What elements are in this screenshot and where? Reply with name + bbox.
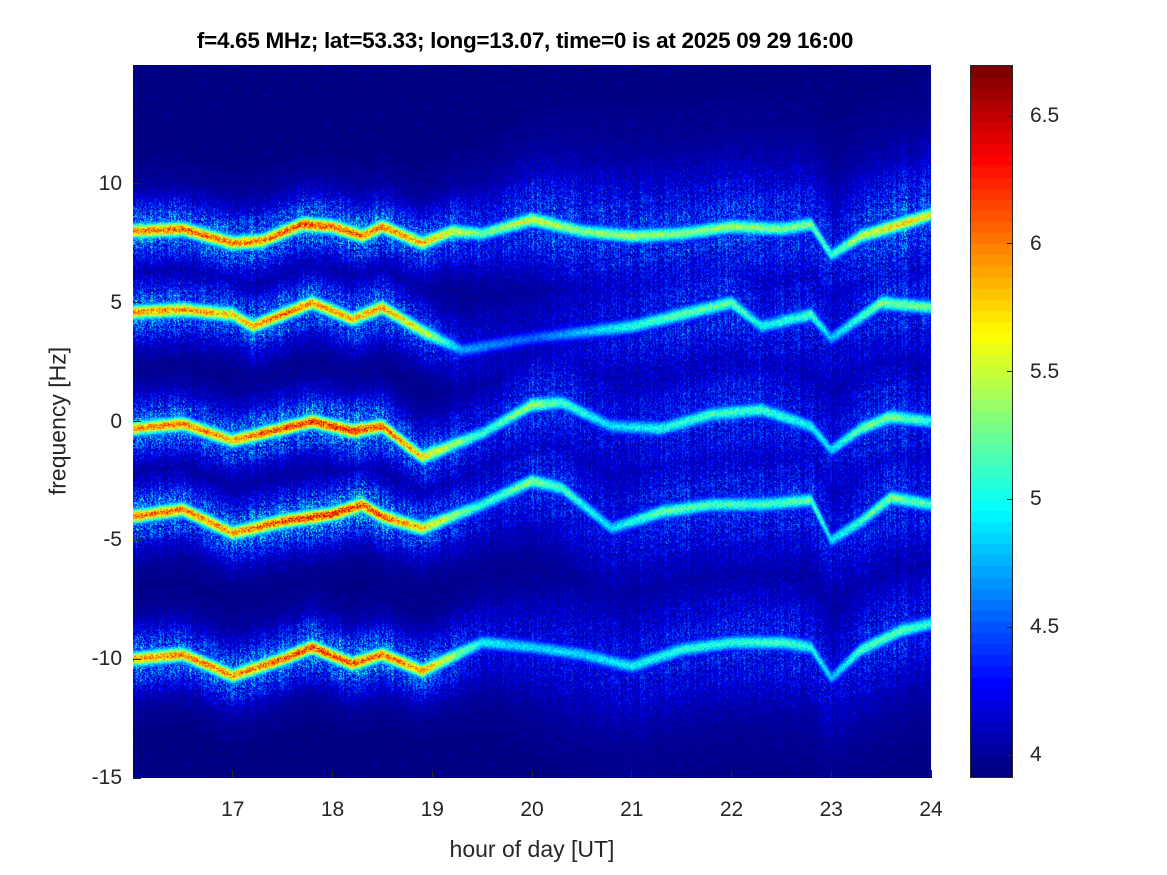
colorbar-tick-label: 4 <box>1030 743 1042 766</box>
y-tick-mark <box>133 777 141 779</box>
colorbar-tick-label: 5.5 <box>1030 359 1060 383</box>
y-tick-mark <box>133 658 141 660</box>
colorbar-tick-mark <box>1007 498 1013 500</box>
colorbar-gradient <box>971 66 1012 777</box>
chart-title: f=4.65 MHz; lat=53.33; long=13.07, time=… <box>196 28 854 53</box>
y-tick-label: 10 <box>98 171 122 195</box>
x-tick-label: 17 <box>221 798 245 821</box>
x-tick-mark <box>332 770 333 778</box>
colorbar-tick-mark <box>1007 371 1013 373</box>
x-tick-label: 20 <box>520 798 544 821</box>
x-tick-mark <box>431 770 433 778</box>
x-tick-label: 23 <box>819 798 843 821</box>
x-tick-mark <box>531 770 533 778</box>
colorbar-tick-mark <box>1007 754 1013 756</box>
y-tick-label: -15 <box>91 766 122 789</box>
y-tick-label: -5 <box>103 528 122 552</box>
colorbar-tick-label: 4.5 <box>1030 615 1060 639</box>
y-tick-mark <box>133 539 141 541</box>
colorbar-tick-mark <box>1007 243 1013 245</box>
colorbar-tick-label: 5 <box>1030 487 1042 511</box>
y-tick-label: 5 <box>110 290 122 314</box>
y-tick-mark <box>133 183 141 185</box>
x-tick-mark <box>731 770 732 778</box>
colorbar-tick-label: 6.5 <box>1030 104 1060 128</box>
colorbar-tick-label: 6 <box>1030 231 1042 255</box>
x-axis-label: hour of day [UT] <box>449 836 615 862</box>
y-tick-label: -10 <box>91 647 122 671</box>
y-tick-mark <box>133 421 141 422</box>
colorbar-tick-mark <box>1007 626 1013 628</box>
x-tick-mark <box>830 770 832 778</box>
x-tick-label: 24 <box>919 798 943 821</box>
x-tick-label: 19 <box>420 798 444 821</box>
x-tick-label: 22 <box>719 798 744 821</box>
plot-area <box>133 65 931 778</box>
y-tick-mark <box>133 302 141 304</box>
x-tick-label: 18 <box>320 798 345 821</box>
x-tick-mark <box>930 770 932 778</box>
x-tick-label: 21 <box>620 798 644 821</box>
colorbar <box>970 65 1013 778</box>
x-tick-mark <box>232 770 234 778</box>
colorbar-tick-mark <box>1007 115 1013 117</box>
spectrogram-heatmap <box>133 65 931 778</box>
y-tick-label: 0 <box>110 409 122 433</box>
x-tick-mark <box>631 770 633 778</box>
